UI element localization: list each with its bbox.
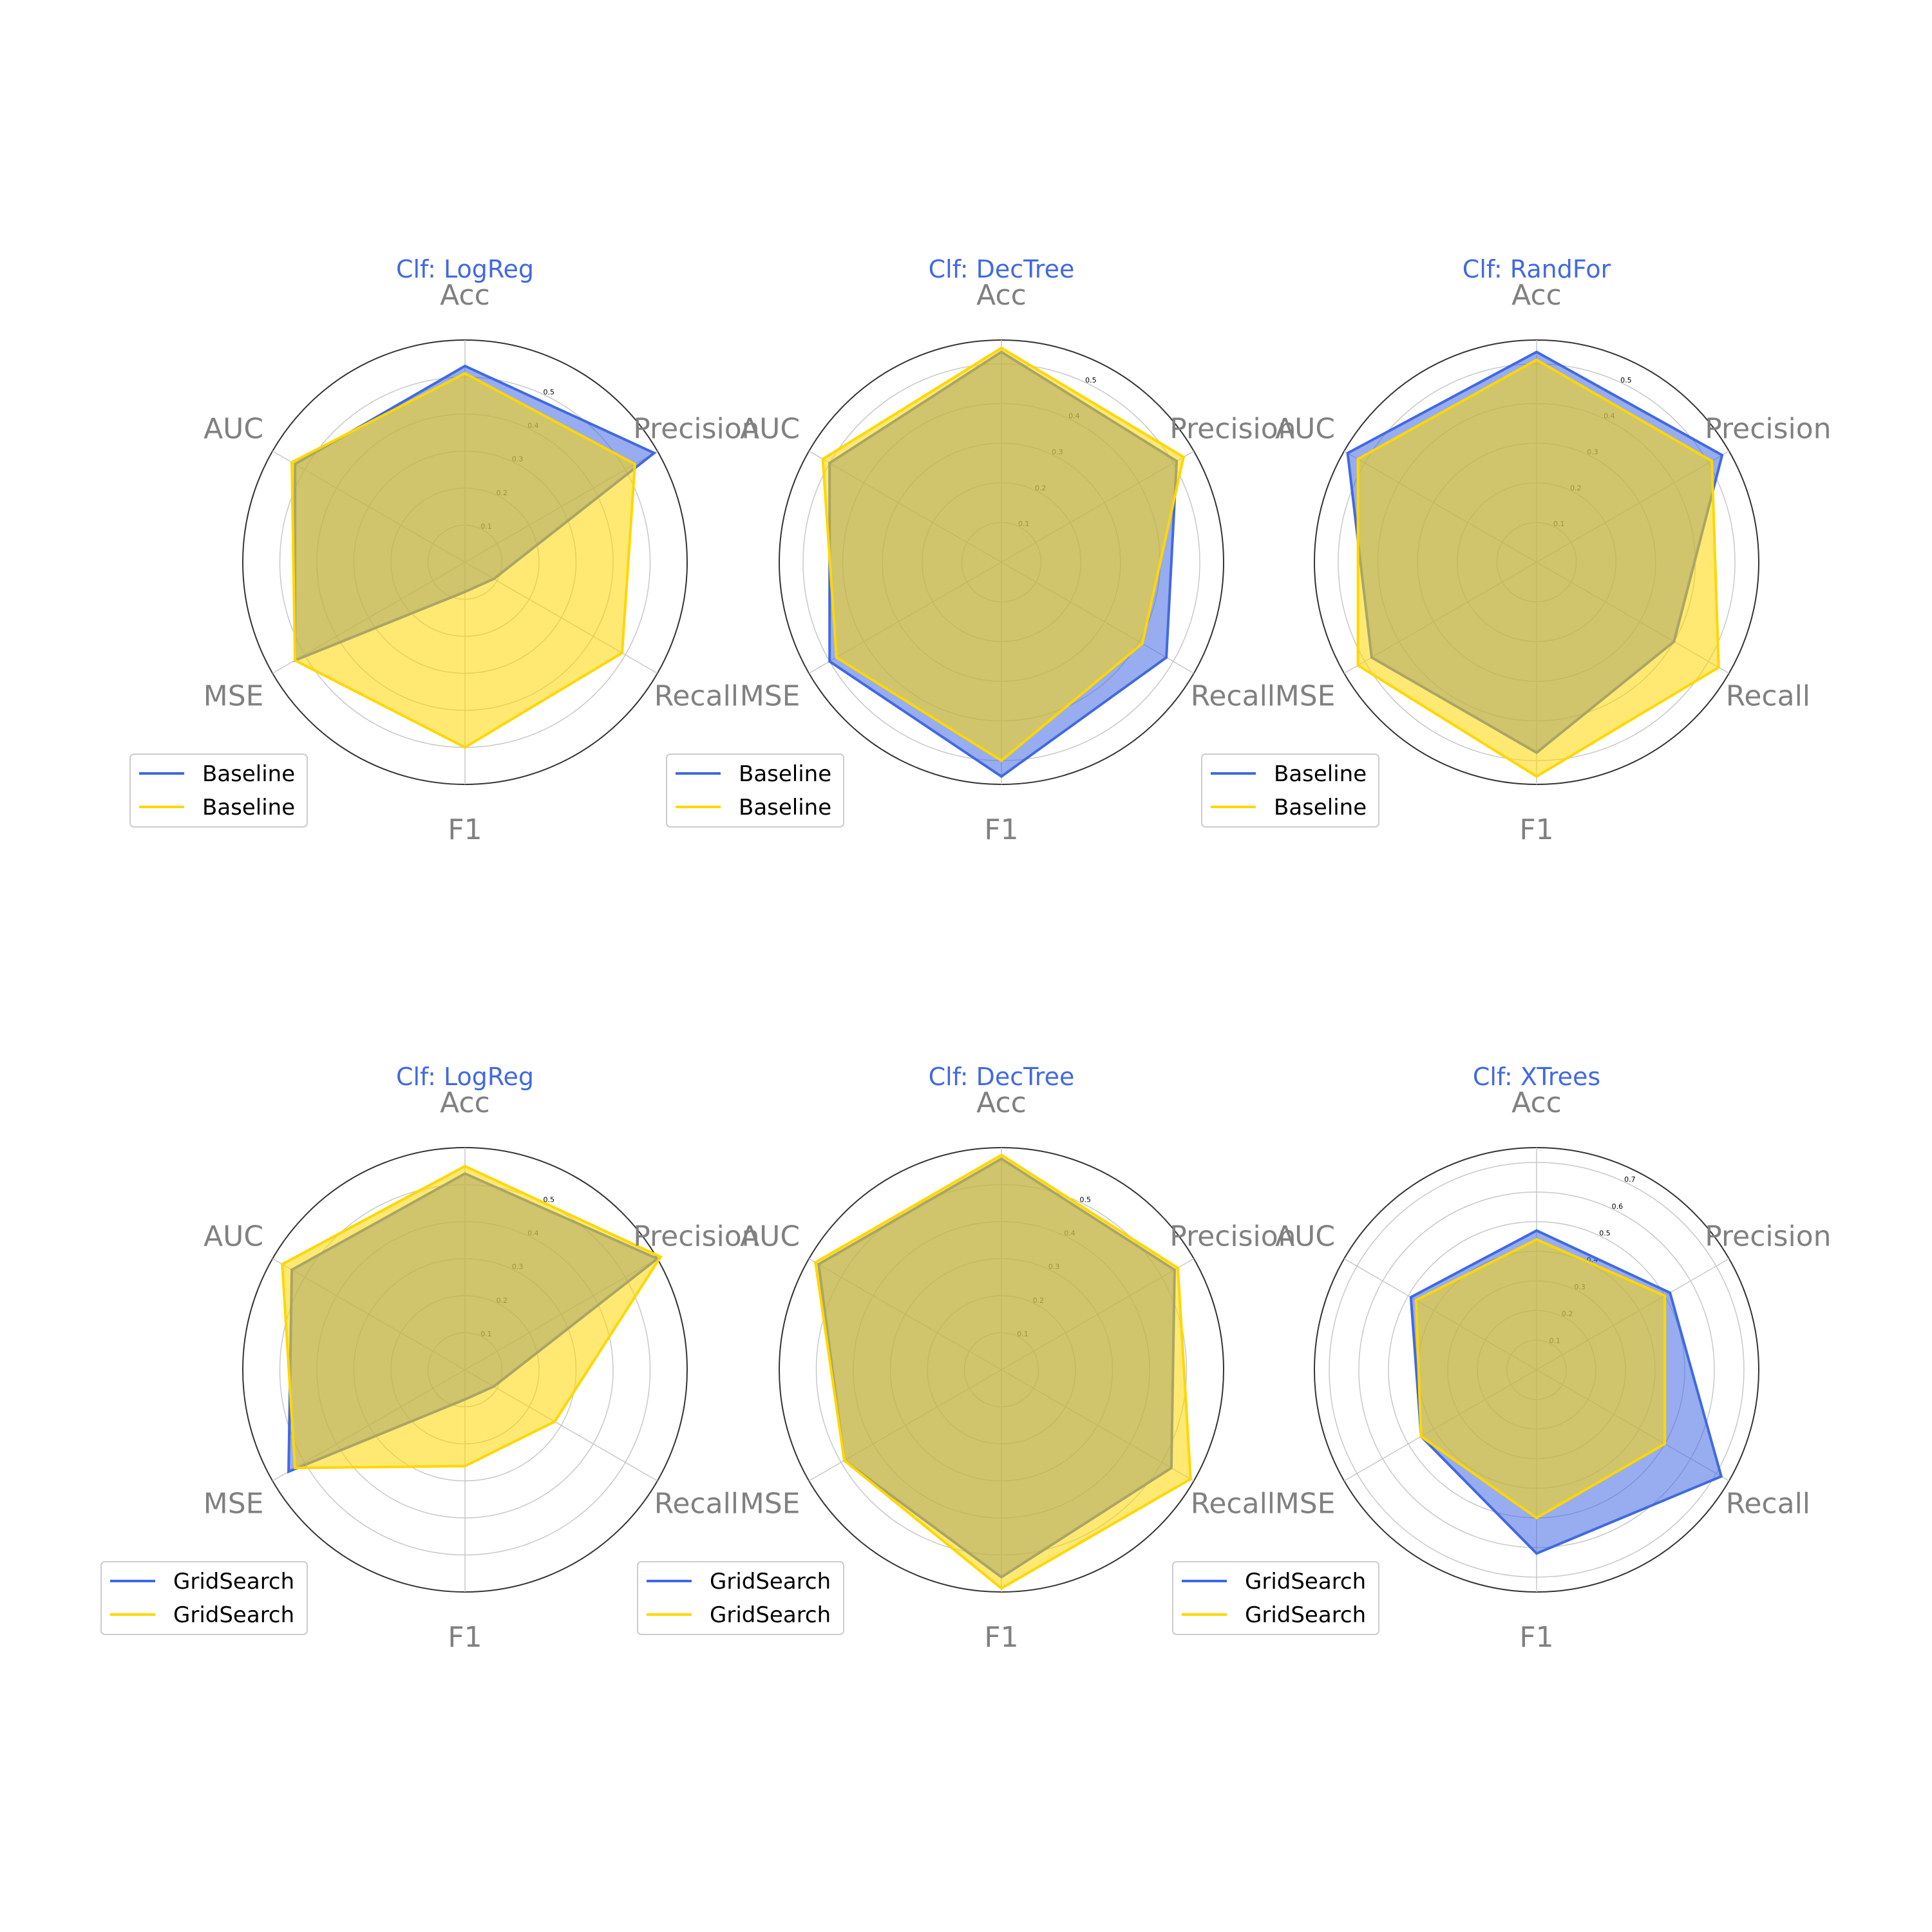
radar-panel: 0.10.20.30.40.5AccPrecisionRecallF1MSEAU… (100, 1063, 760, 1654)
legend-label: GridSearch (173, 1602, 294, 1628)
axis-label: Precision (633, 413, 759, 446)
legend-label: GridSearch (1245, 1569, 1366, 1595)
legend-label: GridSearch (1245, 1602, 1366, 1628)
radial-tick-label: 0.5 (1080, 1195, 1092, 1204)
axis-label: Acc (1511, 1086, 1562, 1119)
radial-tick-label: 0.5 (1599, 1229, 1611, 1238)
axis-label: Acc (1511, 279, 1562, 312)
axis-label: Acc (976, 279, 1027, 312)
legend: Baseline Baseline (666, 753, 844, 828)
series-area (814, 1153, 1192, 1590)
panel-title: Clf: XTrees (1473, 1063, 1600, 1091)
panel-title: Clf: DecTree (929, 1063, 1075, 1091)
legend: GridSearch GridSearch (100, 1561, 308, 1635)
axis-label: Precision (1705, 1220, 1831, 1253)
legend-label: GridSearch (710, 1569, 831, 1595)
axis-label: MSE (740, 1488, 800, 1520)
axis-label: Recall (1726, 1488, 1810, 1520)
axis-label: MSE (1275, 680, 1336, 713)
axis-label: F1 (448, 813, 482, 846)
series-area (290, 372, 636, 749)
axis-label: F1 (984, 1621, 1018, 1654)
legend-label: Baseline (739, 761, 831, 787)
axis-label: F1 (984, 813, 1018, 846)
legend-label: GridSearch (710, 1602, 831, 1628)
series-area (1356, 358, 1720, 779)
axis-label: MSE (204, 680, 264, 713)
legend-label: Baseline (1274, 795, 1367, 820)
panel-title: Clf: DecTree (929, 255, 1075, 283)
axis-label: MSE (740, 680, 800, 713)
axis-label: Recall (1191, 1488, 1275, 1520)
legend-label: GridSearch (173, 1569, 294, 1595)
axis-label: AUC (740, 413, 800, 446)
axis-label: Precision (633, 1220, 759, 1253)
radial-tick-label: 0.7 (1624, 1175, 1636, 1184)
axis-label: Recall (654, 680, 739, 713)
radial-tick-label: 0.5 (1620, 376, 1632, 384)
radar-panel: 0.10.20.30.40.5AccPrecisionRecallF1MSEAU… (1201, 255, 1832, 846)
legend: GridSearch GridSearch (1172, 1561, 1379, 1635)
radar-panel: 0.10.20.30.40.5AccPrecisionRecallF1MSEAU… (129, 255, 760, 846)
axis-label: MSE (204, 1488, 264, 1520)
radial-tick-label: 0.6 (1612, 1202, 1624, 1211)
radial-tick-label: 0.5 (544, 1195, 555, 1204)
legend-label: Baseline (1274, 761, 1367, 787)
axis-label: Acc (440, 279, 490, 312)
legend-label: Baseline (202, 795, 295, 820)
axis-label: F1 (1519, 1621, 1553, 1654)
legend-label: Baseline (202, 761, 295, 787)
series-area (821, 346, 1186, 762)
axis-label: Precision (1170, 1220, 1296, 1253)
series-area (1414, 1238, 1667, 1520)
legend: Baseline Baseline (129, 753, 308, 828)
radar-panel: 0.10.20.30.40.50.60.7AccPrecisionRecallF… (1172, 1063, 1832, 1654)
axis-label: Precision (1705, 413, 1831, 446)
axis-label: AUC (204, 413, 263, 446)
legend-label: Baseline (739, 795, 831, 820)
radial-tick-label: 0.5 (544, 388, 555, 396)
axis-label: Acc (976, 1086, 1027, 1119)
radial-tick-label: 0.5 (1085, 376, 1097, 384)
panel-title: Clf: RandFor (1463, 255, 1611, 283)
axis-label: Precision (1170, 413, 1296, 446)
axis-label: Recall (1726, 680, 1810, 713)
axis-label: Recall (654, 1488, 739, 1520)
axis-label: AUC (204, 1220, 263, 1253)
panel-title: Clf: LogReg (396, 1063, 534, 1091)
legend: GridSearch GridSearch (637, 1561, 844, 1635)
radar-panel: 0.10.20.30.40.5AccPrecisionRecallF1MSEAU… (666, 255, 1296, 846)
series-area (281, 1164, 663, 1470)
legend: Baseline Baseline (1201, 753, 1379, 828)
axis-label: Recall (1191, 680, 1275, 713)
axis-label: AUC (1275, 1220, 1335, 1253)
axis-label: F1 (1519, 813, 1553, 846)
axis-label: F1 (448, 1621, 482, 1654)
panel-title: Clf: LogReg (396, 255, 534, 283)
axis-label: MSE (1275, 1488, 1336, 1520)
radar-panel: 0.10.20.30.40.5AccPrecisionRecallF1MSEAU… (637, 1063, 1296, 1654)
axis-label: Acc (440, 1086, 490, 1119)
axis-label: AUC (1275, 413, 1335, 446)
axis-label: AUC (740, 1220, 800, 1253)
